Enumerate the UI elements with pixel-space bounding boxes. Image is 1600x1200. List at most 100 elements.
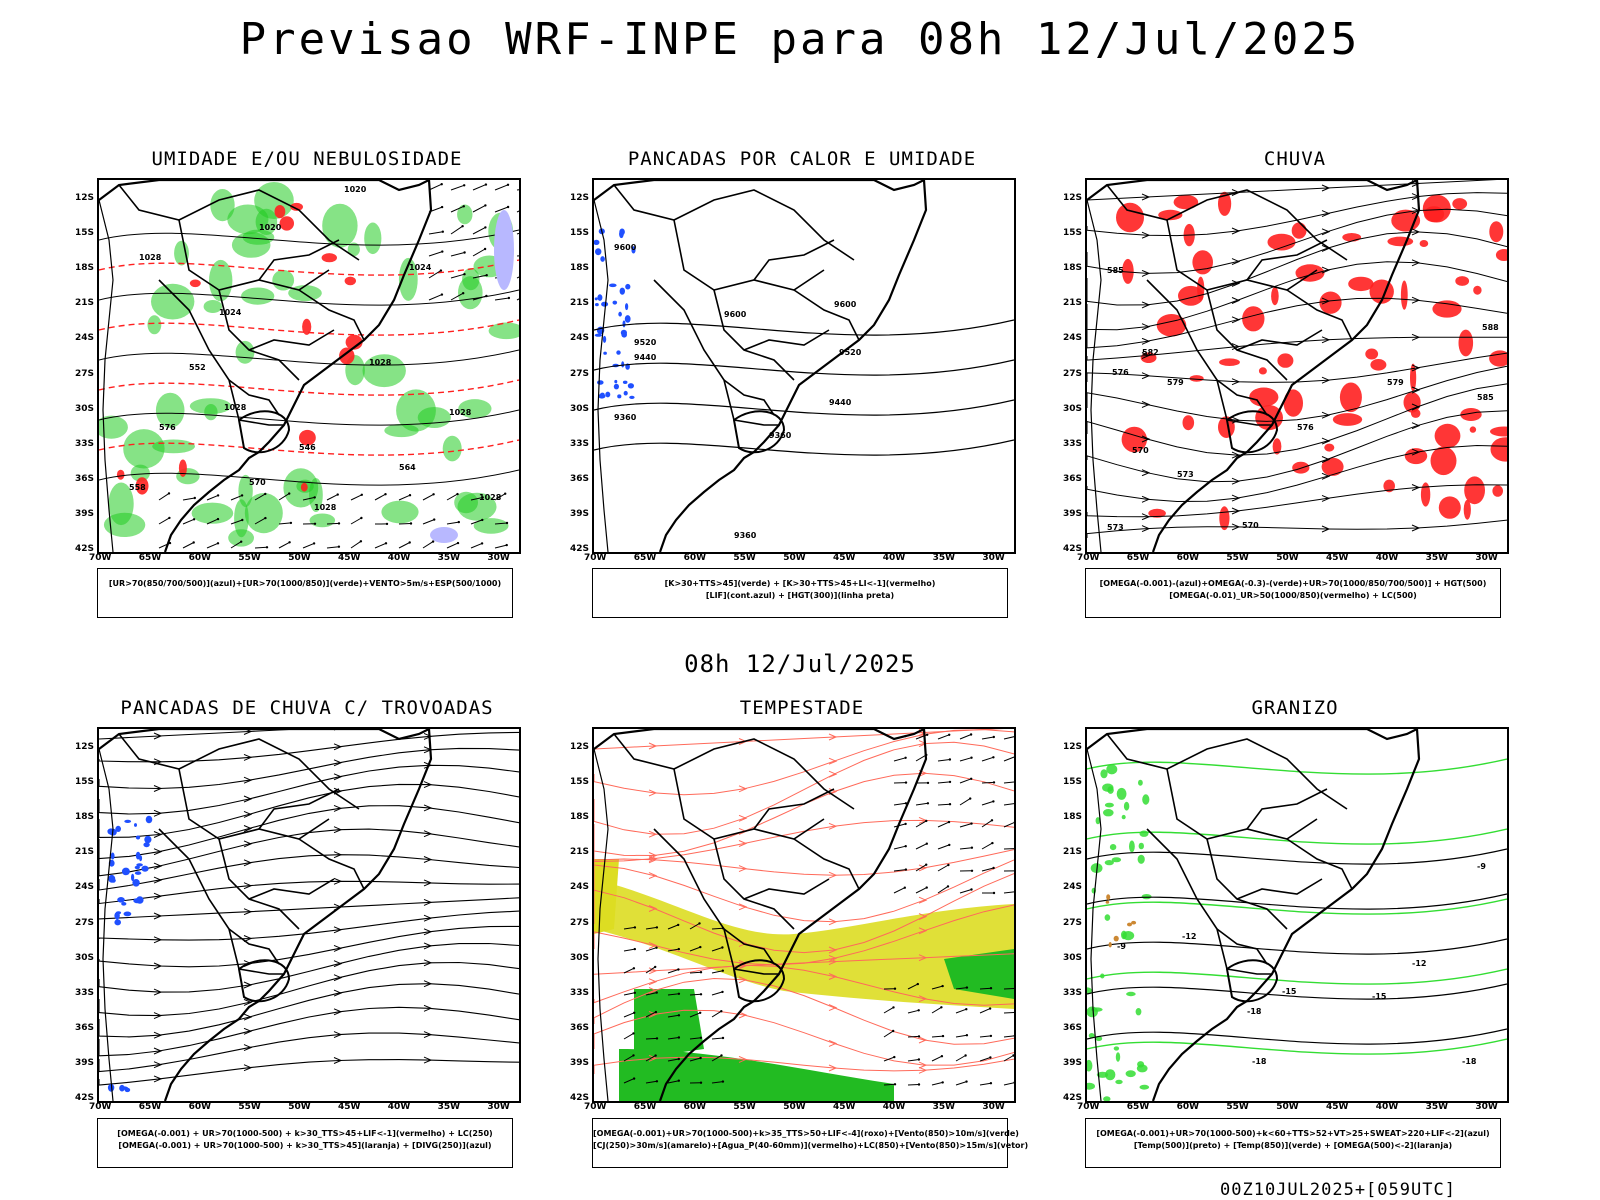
- legend-line: [UR>70(850/700/500)](azul)+[UR>70(1000/8…: [108, 579, 502, 588]
- latitude-tick-label: 30S: [570, 952, 590, 963]
- latitude-tick-label: 15S: [1063, 228, 1083, 239]
- longitude-tick-label: 50W: [288, 553, 311, 563]
- contour-label: -15: [1372, 992, 1387, 1001]
- legend-line: [Temp(500)](preto) + [Temp(850)](verde) …: [1133, 1141, 1453, 1150]
- latitude-tick-label: 18S: [570, 812, 590, 823]
- latitude-tick-label: 36S: [1063, 1022, 1083, 1033]
- latitude-tick-label: 30S: [1063, 952, 1083, 963]
- contour-label: 573: [1107, 523, 1124, 532]
- latitude-tick-label: 42S: [1063, 1093, 1083, 1103]
- legend-line: [OMEGA(-0.01)_UR>50(1000/850)(vermelho) …: [1169, 591, 1417, 600]
- latitude-tick-label: 12S: [570, 742, 590, 752]
- legend-box: [K>30+TTS>45](verde) + [K>30+TTS>45+LI<-…: [592, 568, 1008, 618]
- latitude-tick-label: 36S: [75, 1022, 95, 1033]
- longitude-tick-label: 35W: [1425, 1102, 1449, 1112]
- longitude-tick-label: 40W: [1375, 1102, 1399, 1112]
- latitude-tick-label: 33S: [75, 438, 95, 449]
- contour-label: 573: [1177, 470, 1194, 479]
- contour-label: 585: [1107, 266, 1124, 275]
- longitude-tick-label: 30W: [982, 553, 1005, 563]
- longitude-tick-label: 55W: [238, 553, 261, 563]
- longitude-tick-label: 60W: [683, 553, 707, 563]
- latitude-tick-label: 39S: [1063, 508, 1083, 519]
- map-plot: 585 582 579 576 588 585 579 576 573 570 570 573: [1087, 180, 1507, 552]
- longitude-tick-label: 35W: [932, 553, 956, 563]
- latitude-tick-label: 33S: [75, 987, 95, 998]
- contour-label: 1020: [259, 223, 282, 232]
- longitude-tick-label: 30W: [1475, 553, 1498, 563]
- latitude-tick-label: 27S: [1063, 917, 1083, 928]
- longitude-tick-label: 30W: [487, 553, 510, 563]
- contour-label: -18: [1252, 1057, 1267, 1066]
- longitude-tick-label: 55W: [238, 1102, 261, 1112]
- latitude-tick-label: 12S: [1063, 193, 1083, 203]
- latitude-tick-label: 30S: [75, 403, 95, 414]
- longitude-tick-label: 65W: [1126, 1102, 1150, 1112]
- map-frame: [592, 727, 1016, 1103]
- longitude-tick-label: 60W: [683, 1102, 707, 1112]
- footer-stamp: 00Z10JUL2025+[059UTC]: [1220, 1180, 1456, 1200]
- map-plot: [594, 729, 1014, 1101]
- main-title: Previsao WRF-INPE para 08h 12/Jul/2025: [239, 14, 1361, 65]
- longitude-tick-label: 50W: [1276, 553, 1299, 563]
- contour-label: 570: [1242, 521, 1259, 530]
- contour-label: 9600: [834, 300, 857, 309]
- map-frame: 9600 9600 9600 9520 9520 9440 9440 9360 9360 9360: [592, 178, 1016, 554]
- longitude-tick-label: 30W: [982, 1102, 1005, 1112]
- legend-line: [OMEGA(-0.001)-(azul)+OMEGA(-0.3)-(verde…: [1099, 579, 1487, 588]
- contour-label: 570: [249, 478, 266, 487]
- legend-box: [UR>70(850/700/500)](azul)+[UR>70(1000/8…: [97, 568, 513, 618]
- longitude-tick-label: 45W: [1326, 553, 1349, 563]
- longitude-tick-label: 35W: [437, 553, 461, 563]
- map-plot: [99, 729, 519, 1101]
- latitude-tick-label: 24S: [570, 333, 590, 344]
- latitude-tick-label: 39S: [75, 508, 95, 519]
- latitude-tick-label: 18S: [1063, 812, 1083, 823]
- latitude-tick-label: 39S: [570, 1057, 590, 1068]
- contour-label: 564: [399, 463, 416, 472]
- latitude-tick-label: 33S: [1063, 987, 1083, 998]
- latitude-tick-label: 15S: [570, 777, 590, 788]
- longitude-tick-label: 55W: [733, 553, 756, 563]
- contour-label: -9: [1477, 862, 1486, 871]
- contour-label: 9520: [634, 338, 657, 347]
- longitude-tick-label: 70W: [89, 553, 112, 563]
- longitude-tick-label: 70W: [89, 1102, 112, 1112]
- longitude-tick-label: 60W: [188, 553, 212, 563]
- latitude-tick-label: 21S: [75, 847, 95, 858]
- longitude-tick-label: 70W: [1077, 1102, 1100, 1112]
- longitude-tick-label: 60W: [1176, 553, 1200, 563]
- longitude-tick-label: 55W: [1226, 553, 1249, 563]
- latitude-tick-label: 24S: [1063, 333, 1083, 344]
- latitude-tick-label: 27S: [75, 368, 95, 379]
- legend-line: [LIF](cont.azul) + [HGT(300)](linha pret…: [705, 591, 895, 600]
- latitude-tick-label: 18S: [1063, 263, 1083, 274]
- longitude-tick-label: 40W: [882, 553, 906, 563]
- latitude-tick-label: 36S: [75, 473, 95, 484]
- contour-label: 9600: [724, 310, 747, 319]
- longitude-tick-label: 65W: [633, 553, 657, 563]
- contour-label: -18: [1247, 1007, 1262, 1016]
- contour-label: 576: [1297, 423, 1314, 432]
- map-frame: -9 -9 -12 -12 -15 -15 -18 -18 -18: [1085, 727, 1509, 1103]
- map-plot: 9600 9600 9600 9520 9520 9440 9440 9360 9360 9360: [594, 180, 1014, 552]
- longitude-tick-label: 55W: [733, 1102, 756, 1112]
- contour-label: 558: [129, 483, 146, 492]
- legend-line: [OMEGA(-0.001) + UR>70(1000-500) + k>30_…: [118, 1141, 492, 1150]
- longitude-tick-label: 45W: [338, 1102, 361, 1112]
- latitude-tick-label: 12S: [75, 742, 95, 752]
- contour-label: 576: [1112, 368, 1129, 377]
- latitude-tick-label: 21S: [1063, 298, 1083, 309]
- contour-label: 9360: [734, 531, 757, 540]
- latitude-tick-label: 24S: [75, 333, 95, 344]
- latitude-tick-label: 12S: [1063, 742, 1083, 752]
- legend-line: [OMEGA(-0.001)+UR>70(1000-500)+k<60+TTS>…: [1096, 1129, 1490, 1138]
- longitude-tick-label: 60W: [188, 1102, 212, 1112]
- latitude-tick-label: 36S: [570, 473, 590, 484]
- contour-label: 546: [299, 443, 316, 452]
- contour-label: 582: [1142, 348, 1159, 357]
- contour-label: -12: [1412, 959, 1426, 968]
- latitude-tick-label: 36S: [570, 1022, 590, 1033]
- contour-label: -15: [1282, 987, 1297, 996]
- latitude-tick-label: 15S: [75, 228, 95, 239]
